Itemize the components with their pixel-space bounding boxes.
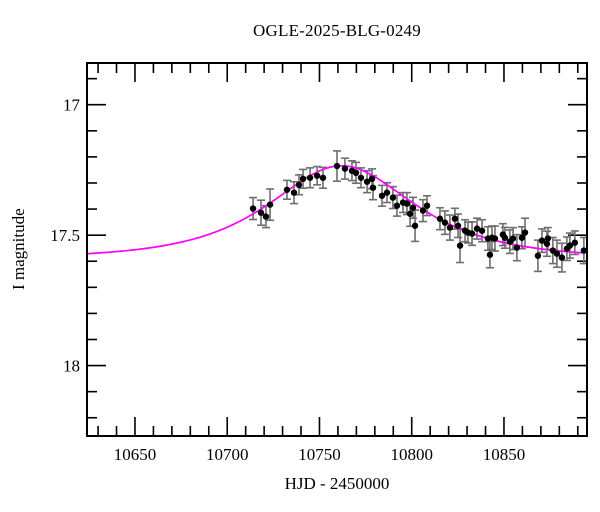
data-point bbox=[257, 209, 265, 216]
data-point bbox=[333, 162, 341, 170]
y-tick-label: 17 bbox=[63, 96, 81, 115]
data-point bbox=[456, 242, 464, 249]
data-point bbox=[473, 225, 481, 232]
data-point bbox=[580, 247, 588, 254]
data-point bbox=[543, 240, 551, 247]
data-points bbox=[249, 162, 588, 261]
data-point bbox=[406, 210, 414, 217]
y-tick-label: 17.5 bbox=[50, 226, 80, 245]
data-point bbox=[262, 213, 270, 220]
data-point bbox=[283, 186, 291, 193]
data-point bbox=[409, 204, 417, 211]
data-point bbox=[553, 250, 561, 257]
data-point bbox=[369, 184, 377, 191]
data-point bbox=[436, 215, 444, 222]
data-point bbox=[566, 242, 574, 249]
data-point bbox=[534, 252, 542, 259]
data-point bbox=[491, 235, 499, 242]
data-point bbox=[363, 178, 371, 185]
x-tick-label: 10650 bbox=[114, 445, 157, 464]
data-point bbox=[571, 239, 579, 246]
x-tick-label: 10850 bbox=[483, 445, 526, 464]
data-point bbox=[478, 227, 486, 234]
data-point bbox=[441, 219, 449, 226]
data-point bbox=[313, 172, 321, 179]
data-point bbox=[357, 174, 365, 181]
x-tick-label: 10800 bbox=[390, 445, 433, 464]
data-point bbox=[383, 189, 391, 196]
data-point bbox=[486, 251, 494, 258]
x-tick-label: 10750 bbox=[298, 445, 341, 464]
data-point bbox=[521, 229, 529, 236]
data-point bbox=[454, 222, 462, 229]
data-point bbox=[389, 194, 397, 201]
data-point bbox=[295, 181, 303, 189]
data-point bbox=[558, 254, 566, 261]
data-point bbox=[299, 175, 307, 183]
data-point bbox=[393, 202, 401, 209]
chart-title: OGLE-2025-BLG-0249 bbox=[253, 21, 421, 40]
data-point bbox=[423, 202, 431, 209]
x-tick-label: 10700 bbox=[206, 445, 249, 464]
y-axis-label: I magnitude bbox=[9, 208, 28, 291]
data-point bbox=[419, 207, 427, 214]
data-point bbox=[290, 189, 298, 196]
data-point bbox=[446, 224, 454, 231]
data-point bbox=[501, 234, 509, 241]
data-point bbox=[306, 174, 314, 181]
data-point bbox=[403, 200, 411, 207]
plot-frame bbox=[86, 62, 588, 437]
data-point bbox=[451, 215, 459, 222]
data-point bbox=[468, 230, 476, 237]
axis-ticks bbox=[87, 63, 587, 436]
data-point bbox=[513, 244, 521, 251]
data-point bbox=[378, 192, 386, 199]
data-point bbox=[509, 235, 517, 242]
data-point bbox=[368, 175, 376, 183]
tick-labels: 10650 10700 10750 10800 10850 17 17.5 18 bbox=[50, 96, 525, 464]
data-point bbox=[249, 205, 257, 212]
data-point bbox=[544, 235, 552, 242]
data-point bbox=[411, 222, 419, 229]
data-point bbox=[538, 237, 546, 244]
data-point bbox=[352, 169, 360, 177]
data-point bbox=[266, 201, 274, 208]
data-point bbox=[319, 174, 327, 181]
data-point bbox=[518, 234, 526, 241]
x-axis-label: HJD - 2450000 bbox=[284, 474, 390, 493]
y-tick-label: 18 bbox=[63, 357, 80, 376]
data-point bbox=[341, 165, 349, 172]
